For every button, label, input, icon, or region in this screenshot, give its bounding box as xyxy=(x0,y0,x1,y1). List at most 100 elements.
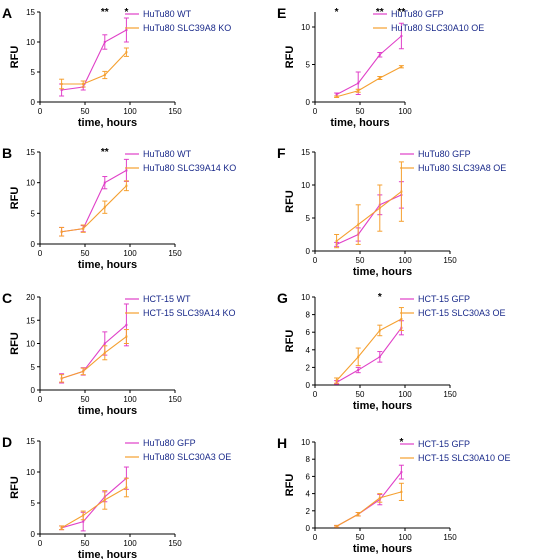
x-tick-label: 50 xyxy=(356,256,365,265)
x-axis-title: time, hours xyxy=(353,400,412,412)
y-axis-title: RFU xyxy=(9,46,21,69)
data-point xyxy=(335,95,338,98)
legend-label: HuTu80 SLC30A3 OE xyxy=(143,452,231,462)
x-axis-title: time, hours xyxy=(353,266,412,278)
significance-marker: * xyxy=(378,292,382,303)
y-tick-label: 0 xyxy=(306,98,311,107)
data-point xyxy=(335,240,338,243)
y-tick-label: 6 xyxy=(306,328,311,337)
y-tick-label: 15 xyxy=(26,8,35,17)
series-line xyxy=(61,477,127,529)
data-point xyxy=(82,227,85,230)
data-point xyxy=(125,335,128,338)
series-line xyxy=(61,324,127,379)
data-point xyxy=(60,377,63,380)
x-tick-label: 0 xyxy=(313,107,318,116)
y-tick-label: 5 xyxy=(31,363,36,372)
data-point xyxy=(378,496,381,499)
panel-g: G 0 50 100 150 0 2 4 6 8 10 time, hours RFU HCT-15 GF… xyxy=(277,290,506,412)
x-tick-label: 0 xyxy=(38,539,43,548)
x-tick-label: 150 xyxy=(443,390,457,399)
legend-label: HCT-15 SLC39A14 KO xyxy=(143,308,236,318)
legend-label: HCT-15 GFP xyxy=(418,294,470,304)
legend-label: HuTu80 SLC39A14 KO xyxy=(143,163,236,173)
series-line xyxy=(336,194,402,245)
x-tick-label: 100 xyxy=(398,533,412,542)
data-point xyxy=(103,206,106,209)
y-tick-label: 0 xyxy=(306,247,311,256)
panel-letter: G xyxy=(277,290,288,306)
y-tick-label: 20 xyxy=(26,293,35,302)
y-tick-label: 5 xyxy=(306,214,311,223)
y-tick-label: 0 xyxy=(306,381,311,390)
y-axis-title: RFU xyxy=(9,187,21,210)
x-axis-title: time, hours xyxy=(330,117,389,129)
data-point xyxy=(378,207,381,210)
panel-letter: H xyxy=(277,435,287,451)
x-axis-title: time, hours xyxy=(78,117,137,129)
data-point xyxy=(82,370,85,373)
y-tick-label: 10 xyxy=(301,181,310,190)
data-point xyxy=(103,351,106,354)
panel-letter: E xyxy=(277,5,286,21)
data-point xyxy=(357,355,360,358)
panel-e: E 0 50 100 0 5 10 time, hours RFU HuTu80 GFP HuTu8… xyxy=(277,5,484,129)
data-point xyxy=(378,355,381,358)
y-tick-label: 0 xyxy=(31,98,36,107)
series-line xyxy=(336,191,402,242)
data-point xyxy=(335,93,338,96)
y-tick-label: 4 xyxy=(306,346,311,355)
y-tick-label: 15 xyxy=(301,148,310,157)
y-tick-label: 5 xyxy=(306,61,311,70)
series-line xyxy=(336,66,402,98)
x-tick-label: 0 xyxy=(313,256,318,265)
panel-a: A 0 50 100 150 0 5 10 15 time, hours RFU HuTu80 WT H… xyxy=(2,5,231,129)
legend-label: HuTu80 SLC39A8 KO xyxy=(143,23,231,33)
legend-label: HCT-15 SLC30A10 OE xyxy=(418,453,511,463)
panel-letter: C xyxy=(2,290,12,306)
data-point xyxy=(125,51,128,54)
data-point xyxy=(378,53,381,56)
y-tick-label: 15 xyxy=(26,316,35,325)
y-tick-label: 0 xyxy=(31,530,36,539)
significance-marker: * xyxy=(335,7,339,18)
x-tick-label: 100 xyxy=(398,390,412,399)
x-tick-label: 150 xyxy=(168,107,182,116)
data-point xyxy=(60,83,63,85)
x-tick-label: 0 xyxy=(313,533,318,542)
data-point xyxy=(378,77,381,79)
data-point xyxy=(400,490,403,493)
series-line xyxy=(61,336,127,379)
data-point xyxy=(357,513,360,516)
data-point xyxy=(125,184,128,187)
legend-label: HuTu80 SLC30A10 OE xyxy=(391,23,484,33)
series-line xyxy=(61,51,127,85)
y-tick-label: 4 xyxy=(306,490,311,499)
data-point xyxy=(378,329,381,332)
panel-f: F 0 50 100 150 0 5 10 15 time, hours RFU HuTu80 GFP… xyxy=(277,145,506,278)
legend-label: HCT-15 GFP xyxy=(418,439,470,449)
series-line xyxy=(336,318,402,381)
x-tick-label: 50 xyxy=(356,390,365,399)
y-tick-label: 10 xyxy=(301,293,310,302)
x-tick-label: 150 xyxy=(443,533,457,542)
legend-label: HuTu80 GFP xyxy=(143,438,196,448)
x-tick-label: 100 xyxy=(123,395,137,404)
panel-h: H 0 50 100 150 0 2 4 6 8 10 time, hours RFU HCT-15 GF… xyxy=(277,435,511,555)
data-point xyxy=(103,342,106,345)
y-tick-label: 2 xyxy=(306,507,311,516)
data-point xyxy=(103,74,106,76)
x-tick-label: 150 xyxy=(168,539,182,548)
data-point xyxy=(125,323,128,326)
panel-d: D 0 50 100 150 0 5 10 15 time, hours RFU HuTu80 GFP… xyxy=(2,434,231,559)
data-point xyxy=(357,89,360,92)
y-tick-label: 15 xyxy=(26,437,35,446)
data-point xyxy=(125,486,128,489)
y-tick-label: 10 xyxy=(301,23,310,32)
panel-c: C 0 50 100 150 0 5 10 15 20 time, hours RFU HCT-15 W… xyxy=(2,290,236,417)
y-axis-title: RFU xyxy=(284,474,296,497)
x-tick-label: 0 xyxy=(313,390,318,399)
significance-marker: ** xyxy=(398,7,406,18)
y-tick-label: 10 xyxy=(26,340,35,349)
